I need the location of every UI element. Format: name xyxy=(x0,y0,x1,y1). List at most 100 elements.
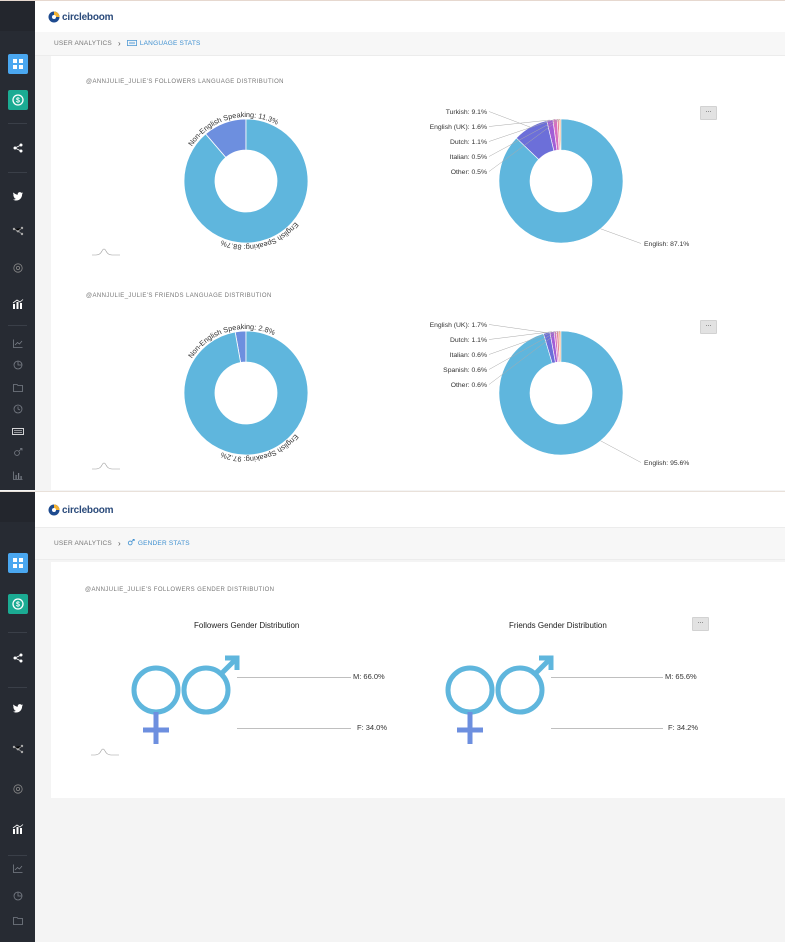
breadcrumb-root[interactable]: USER ANALYTICS xyxy=(54,540,112,547)
analytics-icon[interactable] xyxy=(8,294,28,314)
friends-female-label: F: 34.2% xyxy=(668,723,699,732)
language-panel: @ANNJULIE_JULIE'S FOLLOWERS LANGUAGE DIS… xyxy=(51,56,785,490)
target-icon[interactable] xyxy=(8,779,28,799)
donut-slice-english[interactable] xyxy=(498,118,624,244)
leader-line xyxy=(551,677,663,678)
sparkline-icon xyxy=(92,462,120,470)
donut-data-label: Turkish: 9.1% xyxy=(446,109,487,116)
leader-line xyxy=(600,228,642,244)
leader-line xyxy=(551,728,663,729)
logo-text: circleboom xyxy=(62,504,114,516)
gender-section-title: @ANNJULIE_JULIE'S FOLLOWERS GENDER DISTR… xyxy=(85,587,275,593)
more-options-button[interactable]: ... xyxy=(700,106,717,120)
followers-gender-chart-title: Followers Gender Distribution xyxy=(194,621,300,630)
dollar-icon[interactable]: $ xyxy=(8,90,28,110)
donut-data-label: Dutch: 1.1% xyxy=(450,139,487,146)
sidebar: $ xyxy=(0,1,35,490)
line-chart-icon[interactable] xyxy=(8,333,28,353)
donut-data-label: English: 95.6% xyxy=(644,460,689,467)
leader-line xyxy=(488,330,558,370)
language-donut-1: Turkish: 9.1% English (UK): 1.6% Dutch: 1.… xyxy=(430,109,690,248)
donut-data-label: English (UK): 1.6% xyxy=(430,124,487,131)
leader-line xyxy=(488,330,560,385)
donut-data-label: English: 87.1% xyxy=(644,241,689,248)
friends-male-label: M: 65.6% xyxy=(665,672,697,681)
donut-data-label: Other: 0.6% xyxy=(451,382,487,389)
gender-symbol-icon xyxy=(445,655,554,744)
gender-symbol-icon xyxy=(131,655,240,744)
followers-female-label: F: 34.0% xyxy=(357,723,388,732)
sparkline-icon xyxy=(91,748,119,756)
analytics-icon[interactable] xyxy=(8,819,28,839)
sparkline-icon xyxy=(92,248,120,256)
donut-data-label: English (UK): 1.7% xyxy=(430,322,487,329)
line-chart-icon[interactable] xyxy=(8,858,28,878)
logo-text: circleboom xyxy=(62,11,114,23)
donut-data-label: Other: 0.5% xyxy=(451,169,487,176)
donut-slice-english[interactable] xyxy=(498,330,624,456)
abc-icon xyxy=(126,39,137,48)
more-options-button[interactable]: ... xyxy=(692,617,709,631)
leader-line xyxy=(237,677,351,678)
followers-male-label: M: 66.0% xyxy=(353,672,385,681)
share-icon[interactable] xyxy=(8,648,28,668)
more-options-button[interactable]: ... xyxy=(700,320,717,334)
gender-panel: @ANNJULIE_JULIE'S FOLLOWERS GENDER DISTR… xyxy=(51,562,785,798)
breadcrumb-root[interactable]: USER ANALYTICS xyxy=(54,40,112,47)
breadcrumb-chevron-icon: › xyxy=(117,39,121,48)
svg-text:$: $ xyxy=(16,602,20,609)
circleboom-logo[interactable]: circleboom xyxy=(48,502,114,518)
twitter-icon[interactable] xyxy=(8,698,28,718)
friends-gender-chart-title: Friends Gender Distribution xyxy=(509,621,607,630)
donut-data-label: Spanish: 0.6% xyxy=(443,367,487,374)
donut-data-label: Italian: 0.6% xyxy=(450,352,487,359)
leader-line xyxy=(600,440,642,463)
leader-line xyxy=(237,728,351,729)
dollar-icon[interactable]: $ xyxy=(8,594,28,614)
circleboom-logo[interactable]: circleboom xyxy=(48,9,114,25)
logo-mark-icon xyxy=(48,504,60,516)
target-icon[interactable] xyxy=(8,258,28,278)
folder-chart-icon[interactable] xyxy=(8,377,28,397)
topbar: circleboom xyxy=(35,492,785,528)
language-stats-screen: $ circleboom USER A xyxy=(0,0,785,490)
network-icon[interactable] xyxy=(8,739,28,759)
breadcrumb-current: GENDER STATS xyxy=(137,540,190,547)
donut-slice-english-speaking[interactable] xyxy=(183,118,309,244)
pie-chart-icon[interactable] xyxy=(8,355,28,375)
svg-text:$: $ xyxy=(16,98,20,105)
network-icon[interactable] xyxy=(8,221,28,241)
leader-line xyxy=(488,119,550,127)
logo-mark-icon xyxy=(48,11,60,23)
folder-chart-icon[interactable] xyxy=(8,910,28,930)
gender-stats-screen: $ circleboom USER ANALYTICS › xyxy=(0,491,785,942)
leader-line xyxy=(488,119,556,142)
language-donut-3: English (UK): 1.7% Dutch: 1.1% Italian: 0.… xyxy=(430,322,690,467)
breadcrumb-chevron-icon: › xyxy=(117,539,121,548)
dashboard-icon[interactable] xyxy=(8,54,28,74)
language-icon[interactable] xyxy=(8,421,28,441)
dashboard-icon[interactable] xyxy=(8,553,28,573)
donut-slice-english-speaking[interactable] xyxy=(183,330,309,456)
donut-data-label: Dutch: 1.1% xyxy=(450,337,487,344)
bar-chart-icon[interactable] xyxy=(8,465,28,485)
twitter-icon[interactable] xyxy=(8,186,28,206)
friends-section-title: @ANNJULIE_JULIE'S FRIENDS LANGUAGE DISTR… xyxy=(86,293,272,299)
leader-line xyxy=(488,331,556,355)
breadcrumb: USER ANALYTICS › LANGUAGE STATS xyxy=(35,32,785,56)
gender-icon[interactable] xyxy=(8,443,28,463)
sidebar: $ xyxy=(0,492,35,942)
topbar: circleboom xyxy=(35,1,785,33)
donut-data-label: Italian: 0.5% xyxy=(450,154,487,161)
leader-line xyxy=(488,118,559,157)
breadcrumb-current: LANGUAGE STATS xyxy=(139,40,201,47)
share-icon[interactable] xyxy=(8,138,28,158)
speaking-donut-0: Non-English Speaking: 11.3%English Speak… xyxy=(183,110,309,252)
leader-line xyxy=(488,118,561,172)
language-charts-canvas: Non-English Speaking: 11.3%English Speak… xyxy=(183,109,690,467)
followers-section-title: @ANNJULIE_JULIE'S FOLLOWERS LANGUAGE DIS… xyxy=(86,79,284,85)
speaking-donut-2: Non-English Speaking: 2.8%English Speaki… xyxy=(183,322,309,464)
clock-chart-icon[interactable] xyxy=(8,399,28,419)
pie-chart-icon[interactable] xyxy=(8,886,28,906)
leader-line xyxy=(488,111,531,128)
